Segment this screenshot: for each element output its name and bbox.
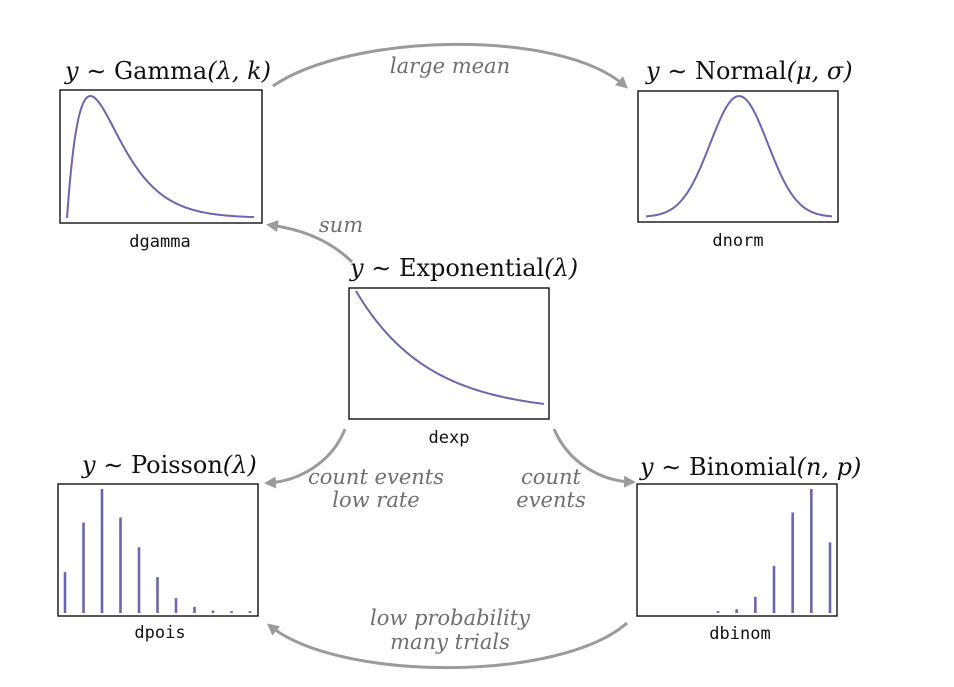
normal-function-label: dnorm <box>712 231 763 251</box>
gamma-plot-frame <box>59 89 263 224</box>
count-events-low-rate-label-1: count events <box>308 465 444 489</box>
normal-title: y ∼ Normal(μ, σ) <box>645 57 853 85</box>
binomial-title: y ∼ Binomial(n, p) <box>639 453 861 481</box>
binomial-panel: y ∼ Binomial(n, p) dbinom <box>636 453 861 644</box>
exponential-title: y ∼ Exponential(λ) <box>349 254 578 282</box>
large-mean-label: large mean <box>390 54 510 78</box>
poisson-function-label: dpois <box>134 623 185 643</box>
normal-panel: y ∼ Normal(μ, σ) dnorm <box>637 57 853 251</box>
exponential-panel: y ∼ Exponential(λ) dexp <box>348 254 578 448</box>
large-mean-arrow <box>272 42 628 89</box>
gamma-density-curve <box>66 94 255 219</box>
poisson-title: y ∼ Poisson(λ) <box>81 451 257 479</box>
low-probability-label-2: many trials <box>390 630 510 654</box>
arrows: large mean sum count events low rate cou… <box>264 42 636 670</box>
gamma-panel: y ∼ Gamma(λ, k) dgamma <box>59 57 271 252</box>
binomial-function-label: dbinom <box>709 624 770 644</box>
sum-label: sum <box>319 213 363 237</box>
count-events-label-2: events <box>516 488 586 512</box>
exponential-plot-frame <box>348 287 550 420</box>
normal-plot-frame <box>637 90 839 223</box>
binomial-plot-frame <box>636 483 838 617</box>
normal-density-curve <box>645 94 833 218</box>
binomial-to-poisson-arrow <box>266 621 628 670</box>
count-events-label-1: count <box>521 465 581 489</box>
exponential-function-label: dexp <box>429 428 470 448</box>
exponential-density-curve <box>355 290 545 405</box>
gamma-title: y ∼ Gamma(λ, k) <box>64 57 271 85</box>
poisson-panel: y ∼ Poisson(λ) dpois <box>57 451 259 643</box>
sum-arrow <box>266 220 354 264</box>
count-events-low-rate-label-2: low rate <box>332 488 419 512</box>
low-probability-label-1: low probability <box>370 606 531 630</box>
gamma-function-label: dgamma <box>129 232 190 252</box>
binomial-mass-spikes <box>716 489 832 613</box>
exponential-to-binomial-arrow <box>552 428 636 488</box>
poisson-mass-spikes <box>63 489 252 613</box>
exponential-to-poisson-arrow <box>264 428 347 489</box>
